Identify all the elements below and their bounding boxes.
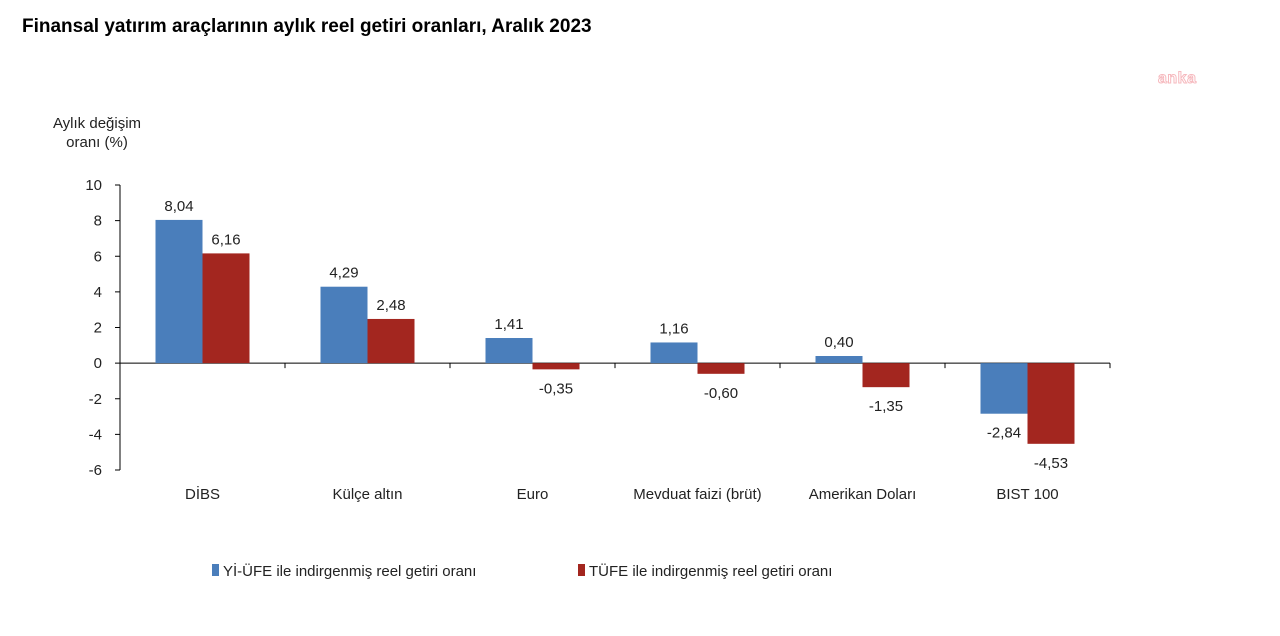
y-tick-label: 6 [94,248,102,265]
watermark-logo: anka [1157,70,1197,88]
x-tick-label: BIST 100 [996,486,1058,503]
x-tick-label: Amerikan Doları [809,486,917,503]
data-label: -0,60 [704,385,738,402]
legend-label: Yİ-ÜFE ile indirgenmiş reel getiri oranı [223,562,476,580]
bar-yiufe [155,219,203,364]
x-tick-label: Mevduat faizi (brüt) [633,486,761,503]
bar-tufe [697,363,745,374]
data-label: -4,53 [1034,455,1068,472]
y-tick-label: 2 [94,320,102,337]
legend-swatch [212,564,219,576]
bar-tufe [367,318,415,364]
y-tick-label: 0 [94,355,102,372]
x-tick-label: Euro [517,486,549,503]
data-label: 1,16 [659,320,688,337]
data-label: 4,29 [329,265,358,282]
y-tick-label: 4 [94,284,102,301]
bar-yiufe [815,356,863,364]
x-tick-label: DİBS [185,485,220,503]
x-tick-label: Külçe altın [332,486,402,503]
chart-title: Finansal yatırım araçlarının aylık reel … [22,16,592,37]
legend-label: TÜFE ile indirgenmiş reel getiri oranı [589,562,832,580]
data-label: 0,40 [824,334,853,351]
data-label: 6,16 [211,231,240,248]
y-tick-label: -4 [89,426,102,443]
bar-yiufe [485,338,533,364]
y-tick-label: 8 [94,213,102,230]
bar-yiufe [320,286,368,364]
bar-tufe [202,253,250,364]
y-tick-label: -6 [89,462,102,479]
y-axis-label: Aylık değişim [53,115,141,132]
bar-yiufe [980,363,1028,414]
data-label: -1,35 [869,398,903,415]
bar-tufe [1027,363,1075,444]
data-label: -2,84 [987,425,1021,442]
data-label: 1,41 [494,316,523,333]
data-label: -0,35 [539,380,573,397]
y-tick-label: -2 [89,391,102,408]
legend-swatch [578,564,585,576]
bar-tufe [532,363,580,370]
data-label: 8,04 [164,198,193,215]
bar-tufe [862,363,910,388]
bar-yiufe [650,342,698,364]
y-axis-label: oranı (%) [66,134,128,151]
y-tick-label: 10 [85,177,102,194]
data-label: 2,48 [376,297,405,314]
